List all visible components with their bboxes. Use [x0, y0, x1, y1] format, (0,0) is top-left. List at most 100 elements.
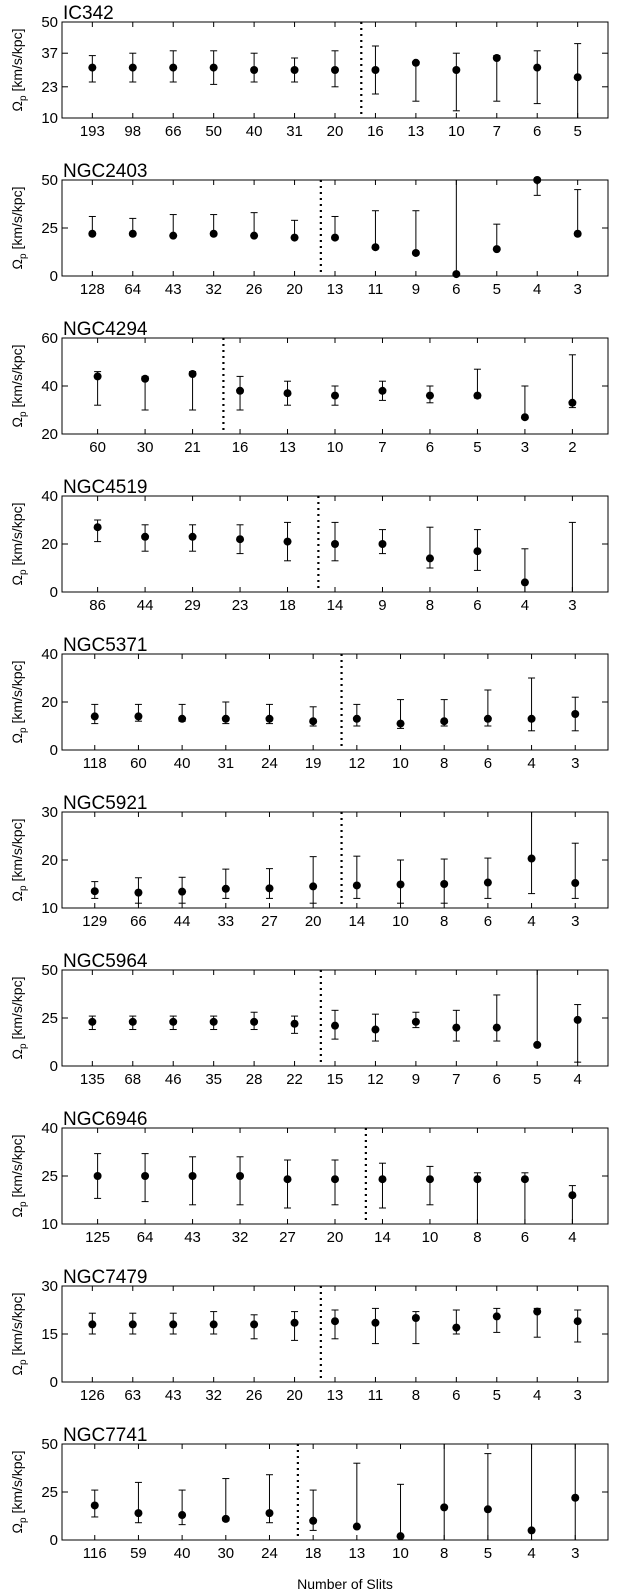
panel: NGC5371 0 20 40 118 60 40 31 24 19 12 10 8 6 4 3 Ωp [km/… [9, 635, 609, 772]
data-point [309, 1516, 318, 1525]
x-tick-label: 32 [232, 1229, 249, 1246]
data-point [527, 854, 536, 863]
y-axis-label-subscript: p [18, 727, 29, 733]
data-point [492, 245, 501, 254]
x-tick-label: 12 [348, 755, 365, 772]
x-tick-label: 40 [246, 123, 263, 140]
y-axis-label-subscript: p [18, 885, 29, 891]
data-point [378, 386, 387, 395]
data-point [209, 1320, 218, 1329]
y-axis-label: Ωp [km/s/kpc] [9, 1293, 29, 1376]
data-point [128, 1320, 137, 1329]
x-tick-label: 118 [83, 755, 107, 772]
y-tick-label: 40 [41, 1120, 58, 1137]
y-tick-label: 0 [50, 584, 58, 601]
data-point [265, 714, 274, 723]
x-tick-label: 19 [305, 755, 322, 772]
x-tick-label: 26 [246, 281, 263, 298]
y-axis-label: Ωp [km/s/kpc] [9, 661, 29, 744]
data-point [352, 881, 361, 890]
y-axis-label-symbol: Ω [9, 1049, 25, 1059]
panel: NGC4294 20 40 60 60 30 21 16 13 10 7 6 5 3 2 Ωp [km/s/k… [9, 319, 609, 456]
x-tick-label: 63 [124, 1387, 141, 1404]
data-point [411, 1314, 420, 1322]
data-point [188, 370, 197, 378]
x-tick-label: 6 [426, 439, 434, 456]
x-tick-label: 5 [493, 1387, 501, 1404]
data-point [236, 1172, 245, 1180]
data-point [290, 233, 299, 242]
data-point [573, 1015, 582, 1024]
data-point [378, 540, 387, 548]
y-axis-label-symbol: Ω [9, 259, 25, 269]
plot-frame [61, 653, 609, 751]
panel-title: NGC2403 [63, 161, 148, 182]
data-point [309, 717, 318, 726]
x-tick-label: 20 [286, 1387, 303, 1404]
x-tick-label: 10 [392, 913, 409, 930]
x-tick-label: 32 [205, 281, 222, 298]
x-tick-label: 31 [217, 755, 234, 772]
y-axis-label-units: [km/s/kpc] [9, 1451, 25, 1518]
y-tick-label: 30 [41, 804, 58, 821]
data-point [134, 712, 143, 721]
data-point [411, 1017, 420, 1026]
x-tick-label: 6 [473, 597, 481, 614]
x-tick-label: 60 [130, 755, 147, 772]
x-tick-label: 3 [573, 281, 581, 298]
x-tick-label: 4 [521, 597, 529, 614]
data-point [483, 714, 492, 723]
y-axis-label-symbol: Ω [9, 101, 25, 111]
data-point [352, 1522, 361, 1531]
data-point [209, 229, 218, 238]
x-tick-label: 9 [378, 597, 386, 614]
x-tick-label: 24 [261, 755, 278, 772]
data-point [331, 66, 339, 74]
x-tick-label: 8 [440, 913, 448, 930]
x-tick-label: 6 [484, 913, 492, 930]
y-tick-label: 15 [41, 1326, 58, 1343]
data-point [571, 879, 580, 888]
data-point [440, 1503, 449, 1512]
x-tick-label: 59 [130, 1545, 147, 1562]
x-tick-label: 129 [82, 913, 107, 930]
data-point [473, 391, 482, 400]
x-tick-label: 6 [521, 1229, 529, 1246]
x-tick-label: 8 [440, 1545, 448, 1562]
x-tick-label: 26 [246, 1387, 263, 1404]
x-tick-label: 44 [137, 597, 154, 614]
x-tick-label: 29 [184, 597, 201, 614]
data-point [452, 1323, 461, 1332]
x-tick-label: 11 [368, 1387, 384, 1404]
data-point [221, 714, 230, 723]
x-tick-label: 35 [205, 1071, 222, 1088]
y-tick-label: 0 [50, 1532, 58, 1549]
x-tick-label: 27 [261, 913, 278, 930]
x-tick-label: 3 [571, 1545, 579, 1562]
x-tick-label: 6 [484, 755, 492, 772]
data-point [483, 878, 492, 887]
x-tick-label: 8 [426, 597, 434, 614]
data-point [236, 386, 245, 395]
data-point [93, 1172, 102, 1180]
data-point [527, 1526, 536, 1535]
data-point [309, 882, 318, 891]
x-tick-label: 15 [327, 1071, 344, 1088]
data-point [283, 1175, 292, 1184]
y-axis-label-subscript: p [18, 411, 29, 417]
x-tick-label: 18 [279, 597, 296, 614]
data-point [90, 887, 99, 896]
data-point [411, 58, 420, 67]
x-tick-label: 4 [533, 1387, 541, 1404]
x-tick-label: 31 [286, 123, 303, 140]
y-axis-label: Ωp [km/s/kpc] [9, 1451, 29, 1534]
y-tick-label: 10 [41, 110, 58, 127]
x-tick-label: 40 [174, 755, 191, 772]
x-tick-label: 10 [392, 1545, 409, 1562]
y-axis-label-subscript: p [18, 1043, 29, 1049]
y-tick-label: 25 [41, 220, 58, 237]
y-axis-label-symbol: Ω [9, 891, 25, 901]
y-axis-label-symbol: Ω [9, 1207, 25, 1217]
y-tick-label: 40 [41, 378, 58, 395]
